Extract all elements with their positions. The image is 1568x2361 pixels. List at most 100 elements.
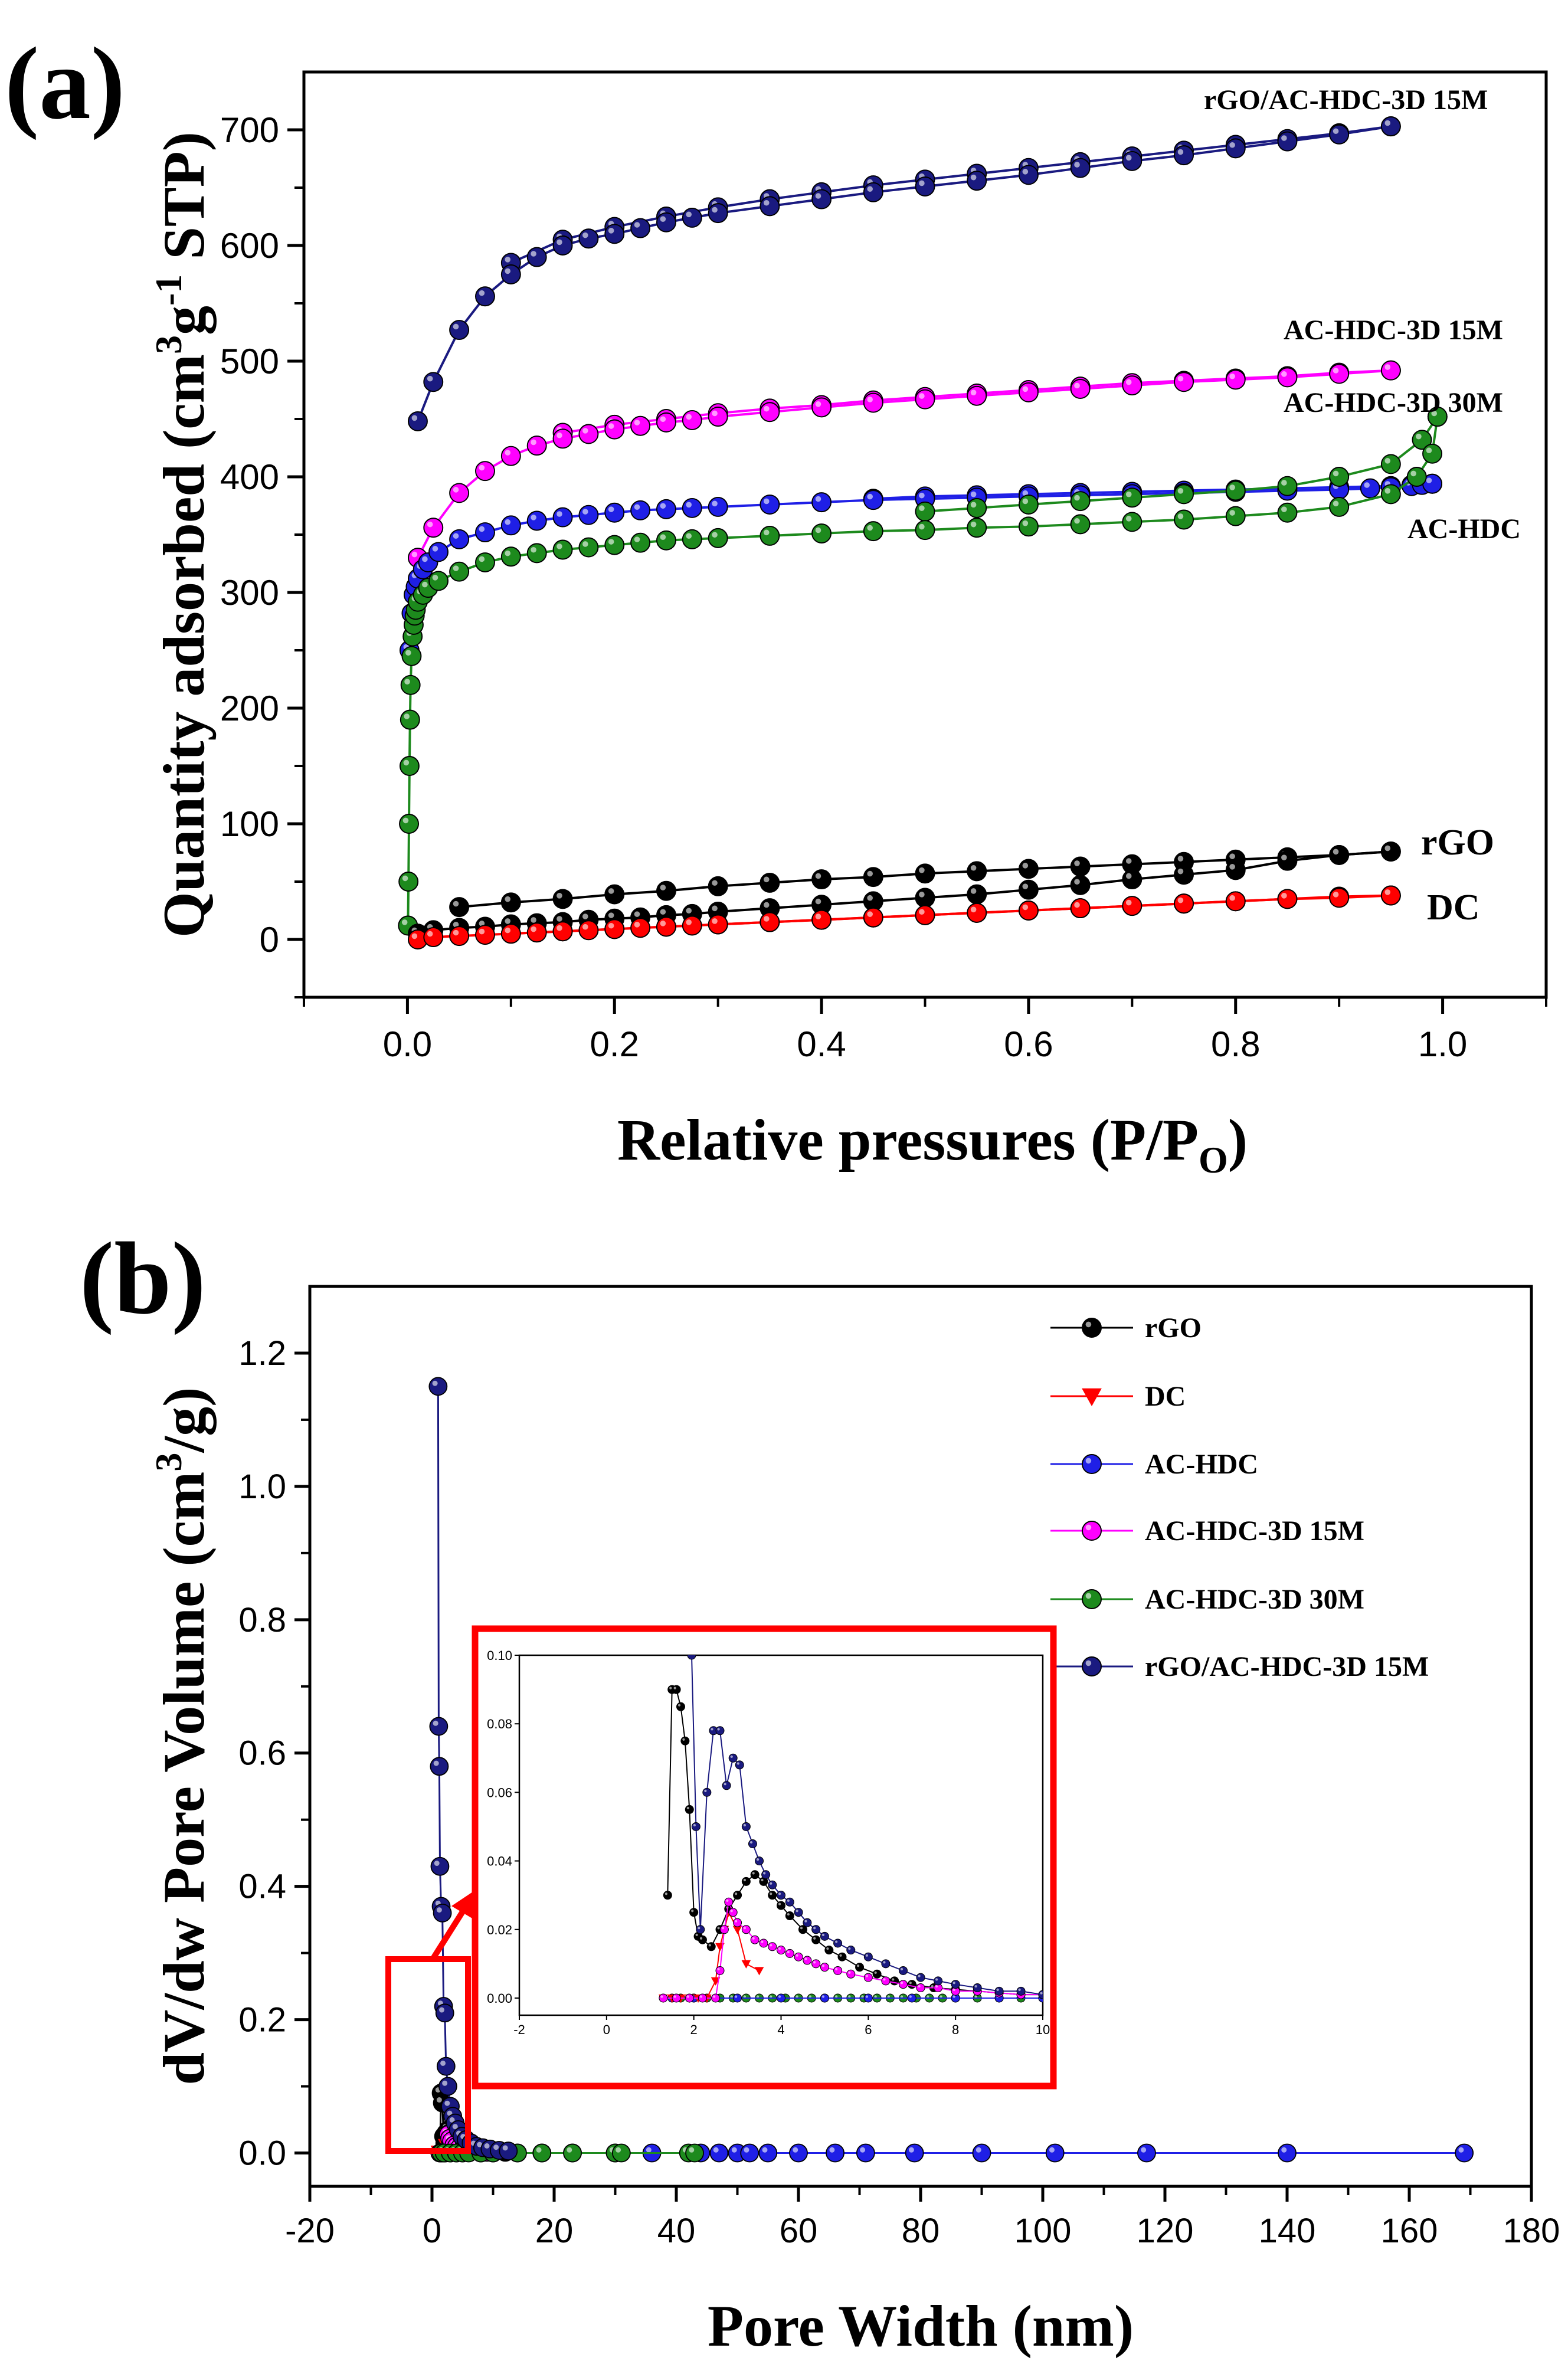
a-dc-adsorption-point-highlight — [815, 913, 821, 919]
a-rgo-desorption-point-highlight — [815, 873, 821, 879]
a-rgo-ac-hdc-3d-15m-adsorption-point-highlight — [427, 375, 433, 382]
a-dc-adsorption-point-highlight — [1022, 904, 1029, 911]
b-rgo-point-highlight — [436, 2097, 442, 2103]
a-ac-hdc-3d-30m-adsorption-point-highlight — [867, 525, 873, 531]
inset-ac-hdc-3d-15m-point-highlight — [865, 1974, 868, 1977]
a-ac-hdc-3d-30m-adsorption-point — [552, 539, 573, 560]
inset-rgo-point-highlight — [669, 1687, 672, 1689]
inset-ac-hdc-3d-30m-point-highlight — [861, 1995, 864, 1998]
a-rgo-desorption-point-highlight — [660, 885, 666, 890]
a-rgo-ac-hdc-3d-15m-adsorption-point — [760, 196, 780, 217]
a-dc-adsorption-point-highlight — [427, 931, 433, 937]
b-x-tick-label: 160 — [1381, 2212, 1438, 2250]
inset-rgo-point — [855, 1963, 865, 1972]
b-x-tick-label: -20 — [285, 2212, 335, 2250]
a-rgo-ac-hdc-3d-15m-adsorption-point-highlight — [411, 415, 418, 421]
a-ac-hdc-3d-15m-adsorption-point-highlight — [970, 389, 977, 395]
a-dc-adsorption-point-highlight — [1333, 892, 1339, 898]
a-ac-hdc-3d-30m-desorption-point — [1329, 467, 1350, 487]
a-rgo-ac-hdc-3d-15m-adsorption-point-highlight — [970, 174, 977, 181]
inset-ac-hdc-3d-15m-point-highlight — [848, 1971, 851, 1974]
a-dc-adsorption-point-highlight — [582, 924, 588, 930]
a-rgo-ac-hdc-3d-15m-adsorption-point — [811, 189, 832, 209]
a-dc-adsorption-point — [604, 919, 625, 939]
a-ac-hdc-adsorption-point-highlight — [505, 519, 511, 525]
a-dc-adsorption-point-highlight — [1281, 893, 1287, 899]
a-x-tick-label: 0.2 — [590, 1024, 639, 1064]
a-ac-hdc-3d-30m-desorption-point — [915, 501, 935, 522]
a-ac-hdc-adsorption-point-highlight — [1426, 477, 1432, 483]
a-ac-hdc-3d-15m-adsorption-point-highlight — [608, 423, 614, 429]
zoom-arrow-line — [431, 1904, 469, 1959]
a-rgo-adsorption-point-highlight — [1022, 883, 1029, 889]
inset-ac-hdc-3d-15m-point — [659, 1993, 668, 2003]
panel-a-series — [398, 116, 1448, 949]
inset-ac-hdc-3d-30m-point-highlight — [808, 1995, 811, 1998]
a-rgo-ac-hdc-3d-15m-adsorption-point — [500, 264, 521, 284]
inset-ac-hdc-3d-15m-point — [785, 1949, 794, 1958]
inset-rgo-point-highlight — [761, 1878, 764, 1882]
a-rgo-desorption-point-highlight — [919, 867, 925, 873]
a-rgo-ac-hdc-3d-15m-adsorption-point — [449, 320, 470, 340]
a-ac-hdc-3d-30m-desorption-point-highlight — [1281, 480, 1287, 486]
inset-y-tick-label: 0.10 — [487, 1648, 512, 1663]
a-ac-hdc-3d-30m-adsorption-point — [398, 872, 419, 892]
legend-marker-ac-hdc-3d-30m — [1082, 1589, 1102, 1609]
inset-rgo-point — [907, 1980, 916, 1989]
a-ac-hdc-3d-15m-adsorption-point — [1329, 364, 1350, 384]
inset-rgo-ac-hdc-3d-15m-point — [916, 1973, 925, 1982]
a-ac-hdc-3d-30m-adsorption-point — [656, 530, 676, 551]
a-ac-hdc-adsorption-point-highlight — [1022, 490, 1029, 496]
a-ac-hdc-3d-15m-adsorption-point — [475, 461, 495, 482]
b-rgo-ac-hdc-3d-15m-point-highlight — [493, 2144, 499, 2150]
a-rgo-adsorption-point — [1174, 865, 1194, 885]
b-rgo-ac-hdc-3d-15m-point-highlight — [449, 2117, 455, 2123]
b-ac-hdc-3d-30m-point-highlight — [689, 2147, 695, 2153]
panel-a-axis-ticks — [287, 128, 1547, 1014]
a-rgo-adsorption-point — [1225, 860, 1246, 880]
inset-rgo-ac-hdc-3d-15m-point — [728, 1753, 738, 1763]
a-rgo-adsorption-point-highlight — [582, 913, 588, 919]
b-ac-hdc-point — [826, 2143, 844, 2163]
a-rgo-adsorption-point-highlight — [453, 922, 459, 928]
a-rgo-ac-hdc-3d-15m-adsorption-point — [682, 207, 702, 228]
a-ac-hdc-3d-15m-adsorption-point — [682, 410, 702, 430]
b-ac-hdc-3d-30m-point — [563, 2143, 582, 2163]
inset-rgo-ac-hdc-3d-15m-point-highlight — [821, 1933, 825, 1937]
inset-ac-hdc-3d-30m-point-highlight — [927, 1995, 929, 1998]
a-dc-adsorption-point-highlight — [763, 916, 770, 922]
a-ac-hdc-3d-30m-adsorption-point — [399, 756, 420, 776]
a-rgo-desorption-point — [863, 867, 883, 888]
b-ac-hdc-point-highlight — [744, 2147, 749, 2153]
b-ac-hdc-point — [1045, 2143, 1065, 2163]
a-ac-hdc-adsorption-point — [630, 500, 651, 520]
inset-rgo-point-highlight — [699, 1937, 703, 1940]
a-ac-hdc-3d-15m-adsorption-point — [1070, 379, 1091, 399]
panel-b-axis-ticks — [294, 1351, 1533, 2202]
a-ac-hdc-3d-30m-adsorption-point-highlight — [1410, 470, 1416, 477]
inset-rgo-ac-hdc-3d-15m-point — [687, 1655, 696, 1660]
a-ac-hdc-3d-30m-adsorption-point-highlight — [505, 550, 511, 556]
series-a-ac-hdc-3d-30m — [398, 407, 1448, 936]
a-rgo-ac-hdc-3d-15m-adsorption-point-highlight — [557, 239, 562, 245]
series-a-rgo — [407, 841, 1401, 944]
a-ac-hdc-3d-15m-adsorption-point-highlight — [919, 393, 925, 399]
panel-b-tick-labels: -20 0 20 40 60 80 100 120 140 160 180 0.… — [238, 1334, 1560, 2250]
a-ac-hdc-3d-30m-desorption-point-highlight — [1022, 498, 1029, 505]
a-ac-hdc-3d-30m-adsorption-point-highlight — [1125, 516, 1132, 522]
a-ac-hdc-3d-30m-adsorption-point-highlight — [1281, 506, 1287, 512]
a-ac-hdc-3d-30m-adsorption-point — [1406, 467, 1427, 487]
panel-b-legend: rGO DC AC-HDC AC-HDC-3D 15M AC-HDC-3D 30… — [1050, 1312, 1429, 1682]
inset-rgo-point-highlight — [931, 1985, 934, 1988]
inset-rgo-ac-hdc-3d-15m-point-highlight — [717, 1728, 720, 1731]
a-ac-hdc-3d-30m-adsorption-point-highlight — [1177, 513, 1184, 519]
a-rgo-ac-hdc-3d-15m-adsorption-point — [967, 171, 987, 191]
inset-rgo-ac-hdc-3d-15m-point-highlight — [1040, 1992, 1043, 1995]
inset-rgo-ac-hdc-3d-15m-point-highlight — [1018, 1988, 1021, 1991]
inset-ac-hdc-3d-15m-point-highlight — [813, 1961, 816, 1964]
inset-ac-hdc-3d-15m-point-highlight — [778, 1947, 781, 1950]
a-rgo-ac-hdc-3d-15m-adsorption-point-highlight — [453, 323, 459, 330]
legend-marker-rgo-highlight — [1085, 1321, 1092, 1328]
a-dc-adsorption-point-highlight — [1125, 899, 1132, 906]
